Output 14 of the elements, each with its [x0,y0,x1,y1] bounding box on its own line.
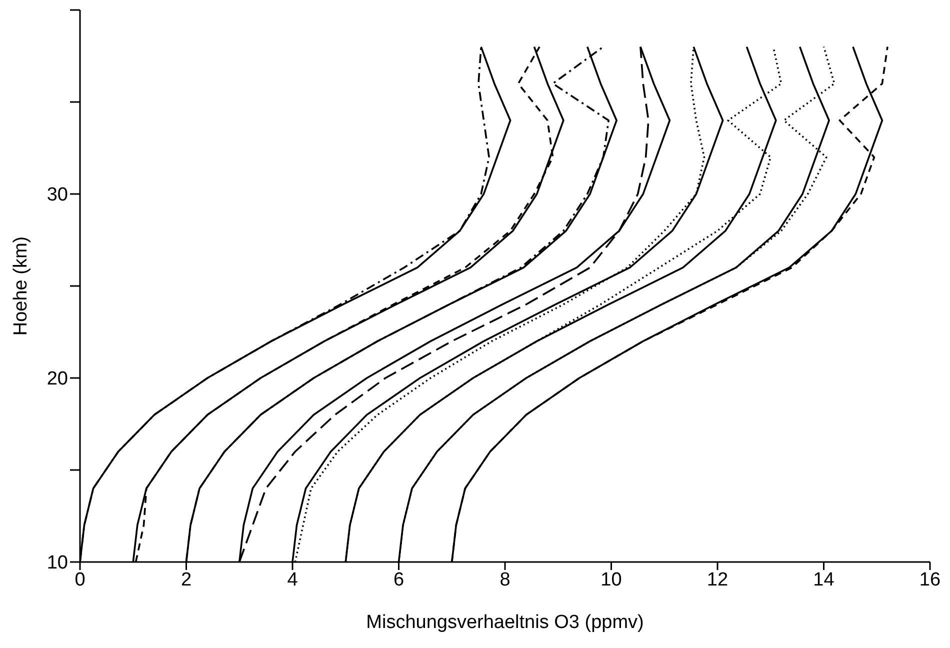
y-axis-title: Hoehe (km) [10,236,32,336]
x-tick-label: 2 [180,569,192,590]
x-tick-label: 6 [393,569,404,590]
y-tick-label: 10 [46,552,68,574]
x-tick-label: 16 [919,569,941,590]
x-axis-title: Mischungsverhaeltnis O3 (ppmv) [366,612,644,633]
y-tick-label: 30 [46,184,68,206]
x-tick-label: 0 [74,569,86,590]
x-tick-label: 12 [706,569,728,590]
x-tick-label: 8 [500,569,510,590]
x-tick-label: 4 [287,569,298,590]
x-tick-label: 10 [600,569,622,590]
y-tick-label: 20 [46,368,68,390]
x-tick-label: 14 [813,569,835,590]
